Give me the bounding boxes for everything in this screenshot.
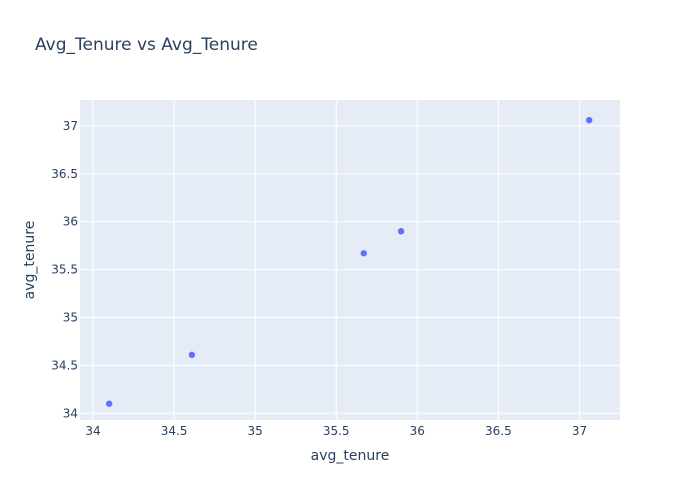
y-tick-label: 36.5	[51, 167, 78, 181]
chart-title: Avg_Tenure vs Avg_Tenure	[35, 35, 258, 55]
data-point	[188, 351, 196, 359]
data-points	[105, 116, 593, 407]
y-tick-label: 34	[63, 406, 78, 420]
y-tick-label: 35.5	[51, 263, 78, 277]
y-tick-label: 35	[63, 310, 78, 324]
x-tick-label: 34.5	[161, 424, 188, 438]
data-point	[585, 116, 593, 124]
data-point	[397, 228, 405, 235]
x-axis-label: avg_tenure	[311, 448, 390, 464]
data-point	[105, 400, 113, 407]
y-tick-label: 36	[63, 215, 78, 229]
x-axis-ticks: 34 34.5 35 35.5 36 36.5 37	[85, 424, 587, 438]
data-point	[360, 250, 367, 257]
x-tick-label: 36.5	[485, 424, 512, 438]
y-axis-label: avg_tenure	[22, 221, 38, 300]
x-tick-label: 34	[85, 424, 100, 438]
y-tick-label: 34.5	[51, 358, 78, 372]
x-tick-label: 35	[247, 424, 262, 438]
y-axis-ticks: 34 34.5 35 35.5 36 36.5 37	[51, 119, 78, 420]
x-tick-label: 36	[410, 424, 425, 438]
grid-lines	[80, 100, 620, 420]
x-tick-label: 37	[572, 424, 587, 438]
x-tick-label: 35.5	[323, 424, 350, 438]
y-tick-label: 37	[63, 119, 78, 133]
plot-area	[80, 100, 620, 420]
